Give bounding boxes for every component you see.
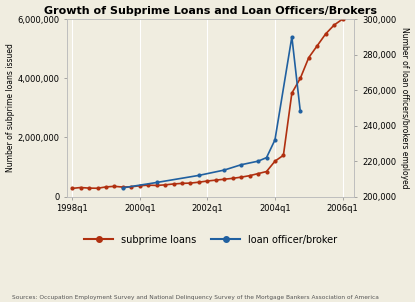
- Y-axis label: Number of loan officers/brokers employed: Number of loan officers/brokers employed: [400, 27, 410, 189]
- Title: Growth of Subprime Loans and Loan Officers/Brokers: Growth of Subprime Loans and Loan Office…: [44, 5, 377, 16]
- Y-axis label: Number of subprime loans issued: Number of subprime loans issued: [5, 43, 15, 172]
- Legend: subprime loans, loan officer/broker: subprime loans, loan officer/broker: [81, 231, 341, 249]
- Text: Sources: Occupation Employment Survey and National Delinquency Survey of the Mor: Sources: Occupation Employment Survey an…: [12, 295, 379, 300]
